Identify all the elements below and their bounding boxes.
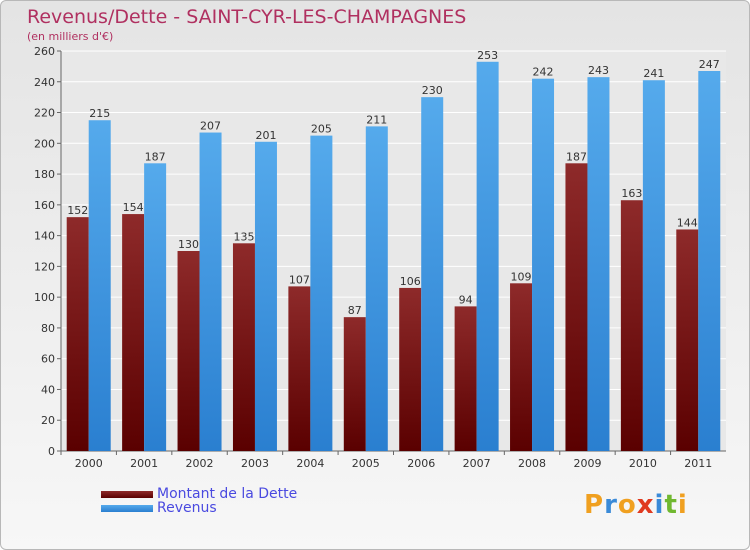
legend-item-dette: Montant de la Dette [101, 486, 298, 502]
chart-title: Revenus/Dette - SAINT-CYR-LES-CHAMPAGNES [27, 6, 467, 28]
bar-dette [676, 229, 699, 451]
data-label-dette: 187 [566, 150, 587, 163]
data-label-dette: 130 [178, 238, 199, 251]
bar-dette [66, 217, 89, 451]
data-label-revenus: 253 [477, 49, 498, 62]
y-tick-label: 40 [41, 383, 55, 396]
data-label-revenus: 242 [533, 66, 554, 79]
x-tick-label: 2005 [352, 457, 380, 470]
data-label-revenus: 201 [255, 129, 276, 142]
bar-dette [288, 286, 311, 451]
data-label-dette: 106 [400, 275, 421, 288]
bar-dette [620, 200, 643, 451]
y-tick-label: 200 [34, 137, 55, 150]
bar-revenus [532, 78, 555, 451]
data-label-dette: 87 [348, 304, 362, 317]
y-tick-label: 20 [41, 414, 55, 427]
bar-dette [510, 283, 533, 451]
data-label-revenus: 215 [89, 107, 110, 120]
data-label-revenus: 247 [699, 58, 720, 71]
x-tick-label: 2006 [407, 457, 435, 470]
x-tick-label: 2000 [75, 457, 103, 470]
bar-chart: 0 20 40 60 80 100 120 140 160 180 200 220 240 260 152 2… [34, 45, 726, 470]
bar-revenus [199, 132, 222, 452]
bar-revenus [310, 135, 333, 451]
bar-revenus [254, 141, 277, 451]
y-tick-label: 180 [34, 168, 55, 181]
data-label-dette: 135 [233, 230, 254, 243]
x-tick-label: 2009 [573, 457, 601, 470]
y-tick-label: 260 [34, 45, 55, 58]
bar-dette [122, 214, 145, 451]
data-label-dette: 94 [459, 293, 473, 306]
legend-item-revenus: Revenus [101, 500, 297, 516]
y-tick-label: 60 [41, 353, 55, 366]
chart-subtitle: (en milliers d'€) [27, 30, 114, 43]
y-tick-label: 240 [34, 76, 55, 89]
data-label-dette: 163 [621, 187, 642, 200]
legend-label-dette: Montant de la Dette [157, 486, 298, 502]
x-tick-label: 2007 [463, 457, 491, 470]
y-tick-label: 160 [34, 199, 55, 212]
data-label-revenus: 187 [145, 150, 166, 163]
bar-revenus [587, 77, 610, 452]
data-label-revenus: 243 [588, 64, 609, 77]
data-label-revenus: 211 [366, 113, 387, 126]
y-tick-label: 220 [34, 107, 55, 120]
bar-revenus [476, 61, 499, 452]
y-tick-label: 0 [48, 445, 55, 458]
legend-swatch-revenus [101, 504, 153, 512]
legend: Montant de la Dette Revenus [101, 486, 298, 516]
bar-revenus [365, 126, 388, 451]
x-tick-label: 2008 [518, 457, 546, 470]
x-tick-label: 2001 [130, 457, 158, 470]
x-tick-label: 2010 [629, 457, 657, 470]
bar-revenus [642, 80, 665, 451]
bar-dette [454, 306, 477, 451]
data-label-dette: 109 [511, 270, 532, 283]
data-label-revenus: 241 [643, 67, 664, 80]
bar-revenus [144, 163, 167, 452]
bar-revenus [421, 97, 444, 452]
plot-area [61, 51, 726, 451]
data-label-revenus: 230 [422, 84, 443, 97]
data-label-revenus: 205 [311, 123, 332, 136]
bar-dette [232, 243, 255, 451]
data-label-dette: 152 [67, 204, 88, 217]
y-tick-label: 120 [34, 260, 55, 273]
data-label-dette: 107 [289, 273, 310, 286]
legend-swatch-dette [101, 490, 153, 498]
y-tick-label: 80 [41, 322, 55, 335]
bar-dette [177, 251, 200, 451]
bar-revenus [88, 120, 111, 451]
bar-dette [399, 287, 422, 451]
x-tick-label: 2002 [186, 457, 214, 470]
x-tick-label: 2011 [684, 457, 712, 470]
bar-dette [565, 163, 588, 452]
data-label-dette: 144 [677, 216, 698, 229]
proxiti-logo: Proxiti [584, 490, 688, 520]
y-tick-label: 140 [34, 230, 55, 243]
data-label-revenus: 207 [200, 120, 221, 133]
y-tick-label: 100 [34, 291, 55, 304]
data-label-dette: 154 [123, 201, 144, 214]
bar-revenus [698, 71, 721, 451]
x-tick-label: 2004 [296, 457, 324, 470]
bar-dette [343, 317, 366, 451]
x-tick-label: 2003 [241, 457, 269, 470]
legend-label-revenus: Revenus [157, 500, 217, 516]
